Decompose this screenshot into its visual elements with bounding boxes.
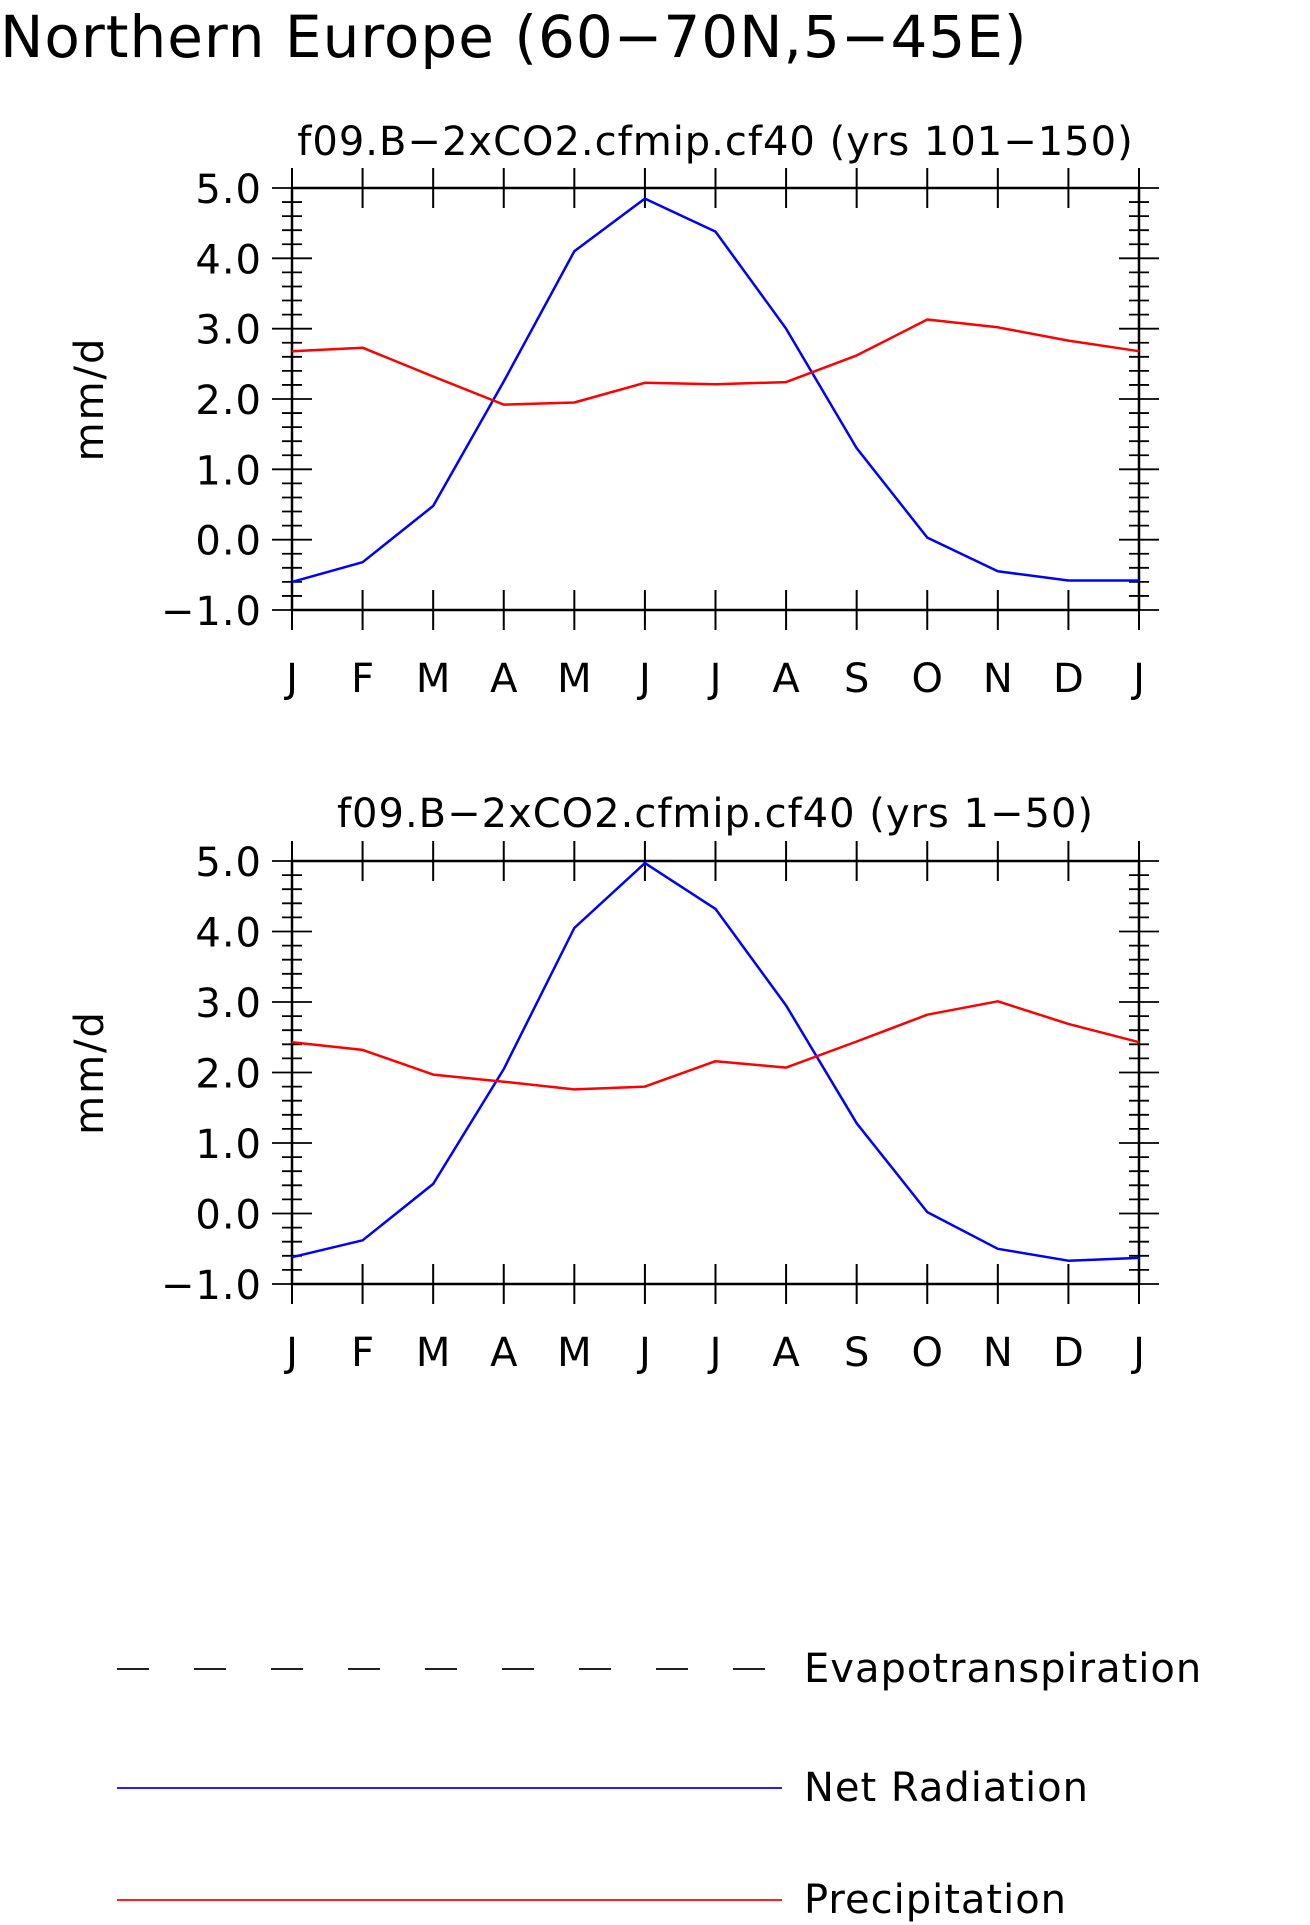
chart1-title: f09.B−2xCO2.cfmip.cf40 (yrs 101−150) (297, 119, 1133, 165)
chart1-xtick-label: S (844, 656, 869, 702)
chart2-xtick-label: A (772, 1330, 800, 1376)
chart1-xtick-label: A (490, 656, 518, 702)
chart1-ytick-label: 1.0 (195, 448, 262, 494)
chart1-xtick-label: J (283, 656, 298, 702)
chart1-xtick-label: O (912, 656, 943, 702)
chart1-xtick-label: J (636, 656, 651, 702)
chart2-xtick-label: J (1130, 1330, 1145, 1376)
chart1-xtick-label: A (772, 656, 800, 702)
chart1-ytick-label: 5.0 (195, 167, 262, 213)
chart2-ytick-label: 2.0 (195, 1052, 262, 1098)
chart2-ytick-label: 3.0 (195, 981, 262, 1027)
chart2-ytick-label: 4.0 (195, 911, 262, 957)
chart1-xtick-label: M (416, 656, 451, 702)
chart2-series-net-radiation (291, 861, 1140, 1262)
chart2-ytick-label: 1.0 (195, 1122, 262, 1168)
chart1-ytick-label: −1.0 (161, 589, 262, 635)
chart1-ytick-label: 2.0 (195, 378, 262, 424)
chart2-xtick-label: J (707, 1330, 722, 1376)
chart2-xtick-label: M (557, 1330, 592, 1376)
chart1-xtick-label: D (1053, 656, 1084, 702)
chart1-ytick-label: 3.0 (195, 308, 262, 354)
chart1-series-precipitation (291, 318, 1140, 406)
chart1-xtick-label: N (983, 656, 1013, 702)
chart2-xtick-label: J (636, 1330, 651, 1376)
chart2-ylabel: mm/d (67, 1010, 113, 1135)
legend-label-net-radiation: Net Radiation (804, 1765, 1089, 1811)
chart1-xtick-label: J (707, 656, 722, 702)
chart1-xtick-label: M (557, 656, 592, 702)
chart1-ytick-label: 0.0 (195, 519, 262, 565)
chart2-xtick-label: O (912, 1330, 943, 1376)
chart2-xtick-label: F (351, 1330, 374, 1376)
chart1-series-net-radiation (291, 197, 1139, 584)
chart1-ytick-label: 4.0 (195, 237, 262, 283)
chart2-xtick-label: S (844, 1330, 869, 1376)
chart2-xtick-label: J (283, 1330, 298, 1376)
chart2-ytick-label: 5.0 (195, 840, 262, 886)
chart1-xtick-label: J (1130, 656, 1145, 702)
legend-label-evapotranspiration: Evapotranspiration (804, 1646, 1203, 1692)
page-title: Northern Europe (60−70N,5−45E) (0, 3, 1028, 71)
chart2-xtick-label: D (1053, 1330, 1084, 1376)
chart2-ytick-label: 0.0 (195, 1193, 262, 1239)
chart2-series-precipitation (291, 1000, 1140, 1091)
chart2-xtick-label: N (983, 1330, 1013, 1376)
chart1-xtick-label: F (351, 656, 374, 702)
chart2-title: f09.B−2xCO2.cfmip.cf40 (yrs 1−50) (337, 791, 1094, 837)
chart2-xtick-label: A (490, 1330, 518, 1376)
chart1-ylabel: mm/d (67, 337, 113, 462)
legend-label-precipitation: Precipitation (804, 1877, 1068, 1923)
chart2-ytick-label: −1.0 (161, 1263, 262, 1309)
chart2-xtick-label: M (416, 1330, 451, 1376)
